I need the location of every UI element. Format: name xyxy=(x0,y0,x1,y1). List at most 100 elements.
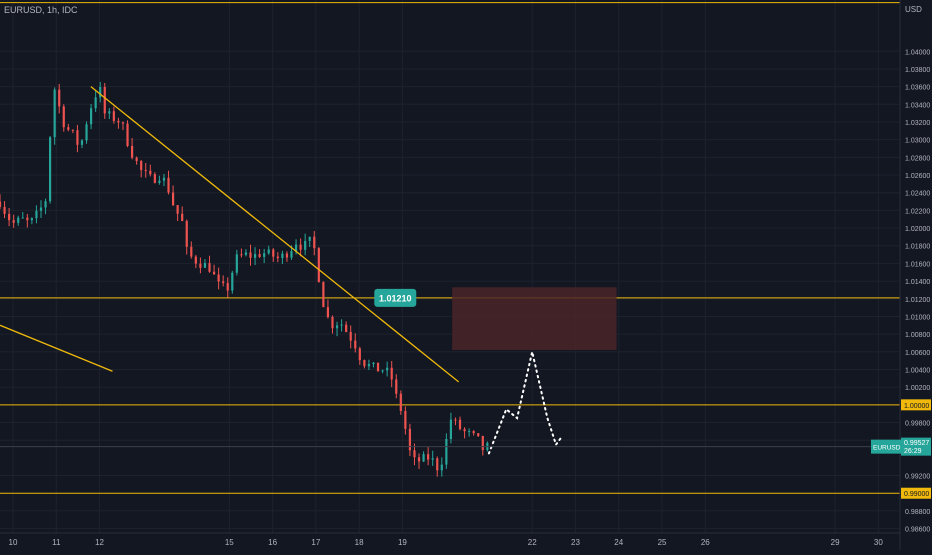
candle-body xyxy=(108,111,111,114)
candle-body xyxy=(117,120,120,123)
projection-layer[interactable] xyxy=(487,351,564,455)
candle-body xyxy=(408,428,412,451)
candle-body xyxy=(199,263,202,268)
candle-bullish xyxy=(99,81,102,103)
candle-bearish xyxy=(135,156,138,165)
candle-body xyxy=(272,249,275,257)
symbol-tag-label: EURUSD xyxy=(873,445,901,452)
candle-body xyxy=(99,86,102,98)
candle-bearish xyxy=(390,360,393,388)
price-tick-label: 1.01600 xyxy=(905,261,930,268)
candle-body xyxy=(294,244,298,252)
trendline[interactable] xyxy=(0,324,113,372)
price-callout-box xyxy=(374,288,417,307)
candle-bearish xyxy=(208,255,211,273)
candle-body xyxy=(249,252,252,258)
time-tick-label: 22 xyxy=(528,538,537,547)
candle-body xyxy=(103,86,106,114)
price-tick-label: 1.03000 xyxy=(905,138,930,145)
candle-body xyxy=(313,236,316,249)
candle-bullish xyxy=(308,236,311,247)
candle-body xyxy=(3,206,6,214)
price-axis[interactable]: 1.04000 1.03800 1.03600 1.03400 1.03200 1.030… xyxy=(905,49,930,533)
trendline[interactable] xyxy=(90,86,460,383)
candle-body xyxy=(8,213,11,221)
supply-zone-rectangle[interactable] xyxy=(452,287,617,351)
candle-body xyxy=(386,367,389,371)
candle-body xyxy=(345,324,348,332)
candle-body xyxy=(26,217,29,221)
candle-body xyxy=(276,256,279,259)
candle-bearish xyxy=(376,362,380,372)
candle-body xyxy=(17,217,20,223)
candle-bearish xyxy=(408,423,412,457)
candle-body xyxy=(203,263,207,268)
candle-bearish xyxy=(272,248,275,262)
level-price-tag-label: 1.00000 xyxy=(904,403,929,410)
candle-bullish xyxy=(39,200,43,218)
candles xyxy=(0,81,489,477)
price-tick-label: 1.02800 xyxy=(905,155,930,162)
time-tick-label: 15 xyxy=(225,538,234,547)
candle-bearish xyxy=(117,117,120,129)
currency-unit-label: USD xyxy=(905,5,922,14)
candle-body xyxy=(53,89,56,138)
price-tick-label: 1.01400 xyxy=(905,279,930,286)
candle-bullish xyxy=(445,433,448,469)
candle-bearish xyxy=(345,321,348,333)
projection-path[interactable] xyxy=(487,351,564,455)
candle-bearish xyxy=(171,185,175,207)
time-tick-label: 26 xyxy=(701,538,710,547)
time-tick-label: 16 xyxy=(268,538,277,547)
candle-bullish xyxy=(263,248,266,264)
candle-bearish xyxy=(358,346,361,365)
candle-bullish xyxy=(267,245,270,255)
candle-bullish xyxy=(340,319,343,332)
candle-bearish xyxy=(176,205,179,222)
candle-bearish xyxy=(126,120,129,148)
price-tick-label: 1.01200 xyxy=(905,297,930,304)
candle-bullish xyxy=(17,215,20,226)
candle-bearish xyxy=(185,219,188,255)
resistance-zone-layer[interactable] xyxy=(452,287,617,351)
candle-bullish xyxy=(367,359,371,371)
candle-body xyxy=(477,433,480,436)
candle-body xyxy=(454,419,457,421)
candle-body xyxy=(436,458,439,471)
symbol-label: EURUSD, 1h, IDC xyxy=(4,5,78,15)
candle-bearish xyxy=(140,159,143,178)
symbol-tag xyxy=(871,439,901,454)
price-tick-label: 0.99200 xyxy=(905,474,930,481)
candle-body xyxy=(39,207,43,211)
candle-body xyxy=(285,253,289,258)
candle-body xyxy=(190,246,193,257)
candle-bullish xyxy=(431,450,434,466)
candle-bullish xyxy=(372,362,375,368)
time-tick-label: 23 xyxy=(571,538,580,547)
candle-bearish xyxy=(481,435,484,456)
trendlines[interactable] xyxy=(0,86,460,383)
time-tick-label: 10 xyxy=(9,538,18,547)
candle-body xyxy=(376,362,380,372)
time-axis[interactable]: 10 11 12 15 16 17 18 19 22 23 24 25 26 29 30 xyxy=(9,538,884,547)
candle-bearish xyxy=(103,82,106,119)
candle-bullish xyxy=(235,249,238,276)
candle-body xyxy=(194,256,197,264)
candle-bullish xyxy=(85,121,88,144)
candle-bullish xyxy=(94,90,97,112)
candle-body xyxy=(422,454,425,462)
candle-body xyxy=(417,457,421,462)
candle-body xyxy=(445,438,448,465)
candle-bullish xyxy=(158,175,161,185)
candle-bullish xyxy=(422,451,425,463)
candle-body xyxy=(299,244,302,250)
candle-body xyxy=(162,177,166,181)
candle-body xyxy=(263,253,266,257)
price-tick-label: 1.03800 xyxy=(905,67,930,74)
horizontal-levels[interactable] xyxy=(0,2,900,494)
price-tick-label: 1.03600 xyxy=(905,85,930,92)
candle-bearish xyxy=(144,162,147,178)
